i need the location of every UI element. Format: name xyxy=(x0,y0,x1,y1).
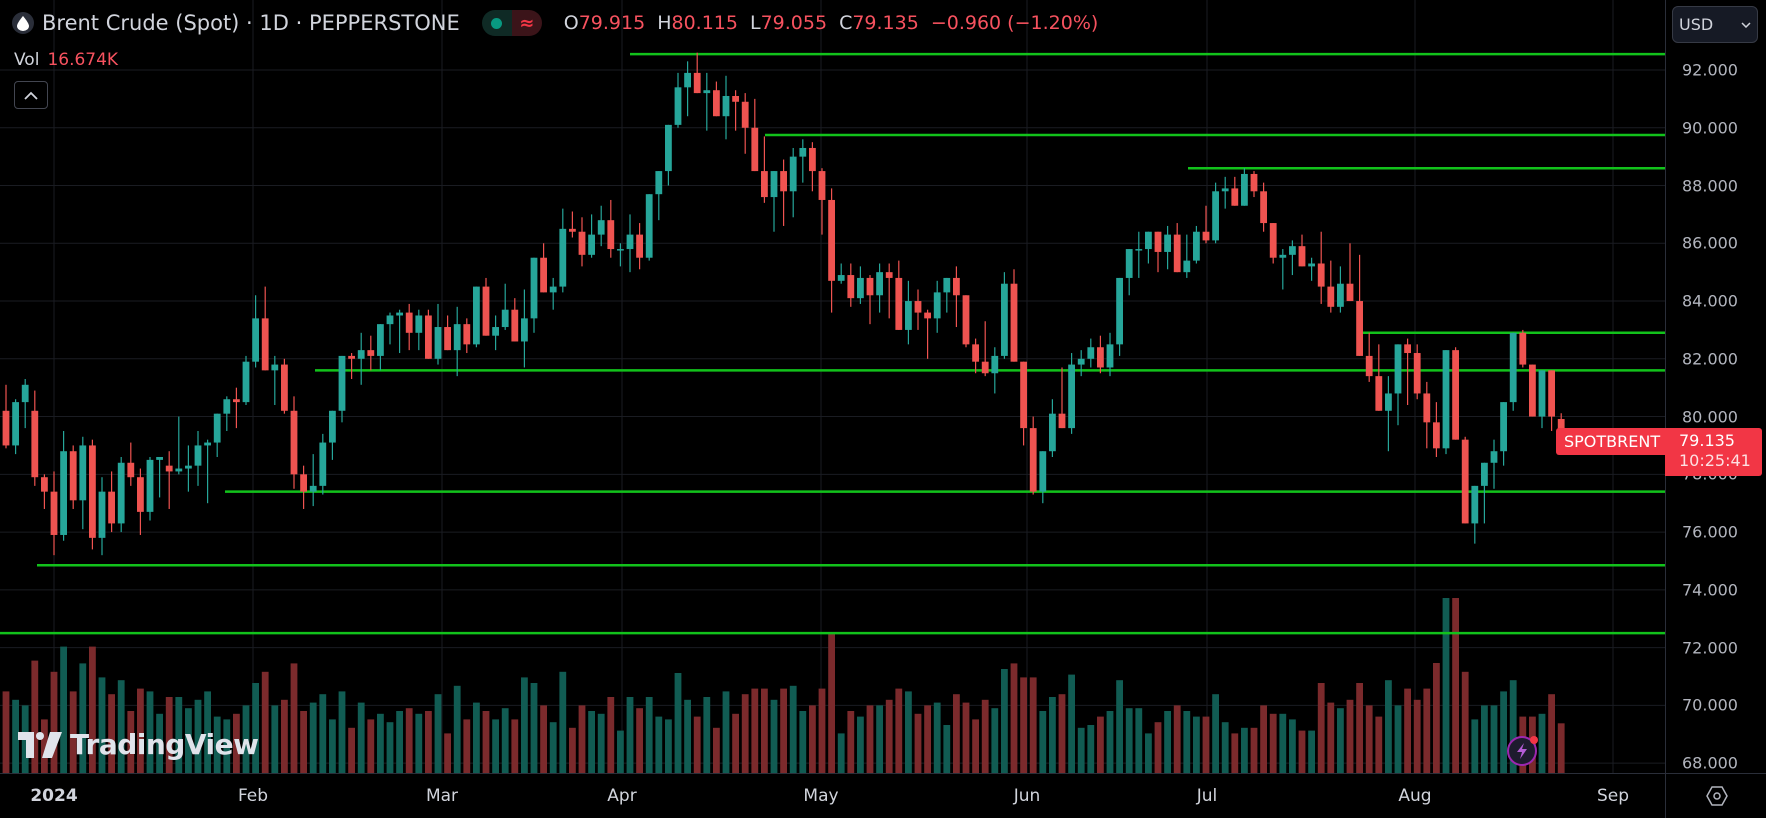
delayed-data-icon: ≈ xyxy=(511,10,542,36)
chevron-down-icon xyxy=(1741,21,1751,28)
price-axis-label: 86.000 xyxy=(1682,233,1738,253)
high-value: 80.115 xyxy=(671,12,738,34)
low-label: L xyxy=(749,12,761,34)
symbol-price-tag: SPOTBRENT xyxy=(1556,428,1669,455)
time-axis-label: Mar xyxy=(425,786,459,806)
time-axis-label: Jun xyxy=(1013,786,1041,806)
last-price-value: 79.135 xyxy=(1679,431,1735,450)
last-price-tag: 79.135 10:25:41 xyxy=(1665,428,1762,476)
tradingview-logo[interactable]: TradingView xyxy=(18,728,259,761)
price-axis-label: 74.000 xyxy=(1682,580,1738,600)
price-axis-label: 70.000 xyxy=(1682,695,1738,715)
market-open-icon xyxy=(481,10,512,36)
symbol-legend: Brent Crude (Spot) · 1D · PEPPERSTONE ≈ … xyxy=(12,10,1098,36)
tradingview-logo-text: TradingView xyxy=(70,728,259,761)
open-value: 79.915 xyxy=(578,12,646,34)
price-axis-label: 84.000 xyxy=(1682,291,1738,311)
chart-settings-button[interactable] xyxy=(1665,773,1766,818)
time-axis-label: Feb xyxy=(237,786,269,806)
time-axis-label: May xyxy=(803,786,839,806)
time-axis-label: Jul xyxy=(1196,786,1218,806)
volume-value: 16.674K xyxy=(47,50,119,70)
oil-drop-icon xyxy=(12,12,34,34)
volume-label: Vol xyxy=(14,50,40,70)
time-axis-label: Sep xyxy=(1596,786,1630,806)
low-value: 79.055 xyxy=(760,12,828,34)
time-axis-label: 2024 xyxy=(30,786,78,806)
price-axis-label: 76.000 xyxy=(1682,522,1738,542)
symbol-title[interactable]: Brent Crude (Spot) · 1D · PEPPERSTONE xyxy=(42,11,460,35)
price-axis-label: 72.000 xyxy=(1682,638,1738,658)
price-axis-label: 68.000 xyxy=(1682,753,1738,773)
close-value: 79.135 xyxy=(852,12,919,34)
currency-select[interactable]: USD xyxy=(1672,6,1758,43)
volume-legend: Vol 16.674K xyxy=(14,50,118,70)
open-label: O xyxy=(563,12,579,34)
currency-value: USD xyxy=(1679,15,1714,34)
settings-hexagon-icon xyxy=(1705,786,1728,806)
price-axis-label: 90.000 xyxy=(1682,118,1738,138)
high-label: H xyxy=(657,12,672,34)
time-axis-label: Aug xyxy=(1398,786,1432,806)
close-label: C xyxy=(839,12,853,34)
collapse-legend-button[interactable] xyxy=(14,81,48,109)
market-status-pill[interactable]: ≈ xyxy=(481,10,542,36)
candlestick-chart[interactable] xyxy=(0,0,1665,773)
price-axis[interactable]: 92.000 90.000 88.000 86.000 84.000 82.000 80.0… xyxy=(1665,0,1766,773)
price-axis-label: 92.000 xyxy=(1682,60,1738,80)
price-axis-label: 82.000 xyxy=(1682,349,1738,369)
ohlc-values: O79.915 H80.115 L79.055 C79.135 −0.960 (… xyxy=(564,12,1099,34)
price-axis-label: 88.000 xyxy=(1682,176,1738,196)
notification-dot xyxy=(1530,736,1538,744)
alerts-bolt-button[interactable] xyxy=(1507,736,1538,766)
chevron-up-icon xyxy=(24,91,38,100)
bar-countdown: 10:25:41 xyxy=(1679,451,1751,470)
price-axis-label: 80.000 xyxy=(1682,407,1738,427)
price-change: −0.960 (−1.20%) xyxy=(930,12,1099,34)
time-axis[interactable]: 2024 Feb Mar Apr May Jun Jul Aug Sep xyxy=(0,773,1665,818)
tradingview-mark-icon xyxy=(18,731,62,758)
time-axis-label: Apr xyxy=(607,786,637,806)
lightning-bolt-icon xyxy=(1517,743,1527,759)
